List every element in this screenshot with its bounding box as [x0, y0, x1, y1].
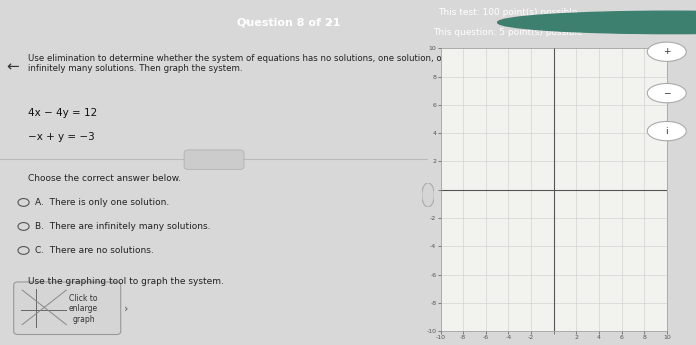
Text: ›: › — [124, 304, 129, 314]
Text: Question 8 of 21: Question 8 of 21 — [237, 18, 340, 27]
Text: +: + — [663, 47, 670, 56]
Text: ›: › — [328, 16, 333, 29]
Text: C.  There are no solutions.: C. There are no solutions. — [35, 246, 154, 255]
FancyBboxPatch shape — [184, 150, 244, 169]
Text: 4x − 4y = 12: 4x − 4y = 12 — [28, 108, 97, 118]
Text: i: i — [665, 127, 668, 136]
Circle shape — [498, 11, 696, 34]
Text: This test: 100 point(s) possible: This test: 100 point(s) possible — [438, 8, 578, 17]
Text: −x + y = −3: −x + y = −3 — [28, 132, 95, 142]
Text: Click to
enlarge
graph: Click to enlarge graph — [69, 294, 98, 324]
Text: −: − — [663, 89, 670, 98]
Ellipse shape — [422, 183, 434, 207]
FancyBboxPatch shape — [14, 282, 120, 335]
Text: Use elimination to determine whether the system of equations has no solutions, o: Use elimination to determine whether the… — [28, 54, 445, 73]
Text: ‹: ‹ — [244, 16, 250, 29]
Text: This question: 5 point(s) possible: This question: 5 point(s) possible — [433, 28, 583, 37]
Text: A.  There is only one solution.: A. There is only one solution. — [35, 198, 169, 207]
Text: Choose the correct answer below.: Choose the correct answer below. — [28, 174, 181, 183]
Text: B.  There are infinitely many solutions.: B. There are infinitely many solutions. — [35, 222, 211, 231]
Text: Use the graphing tool to graph the system.: Use the graphing tool to graph the syste… — [28, 277, 223, 286]
Text: ←: ← — [6, 60, 19, 75]
